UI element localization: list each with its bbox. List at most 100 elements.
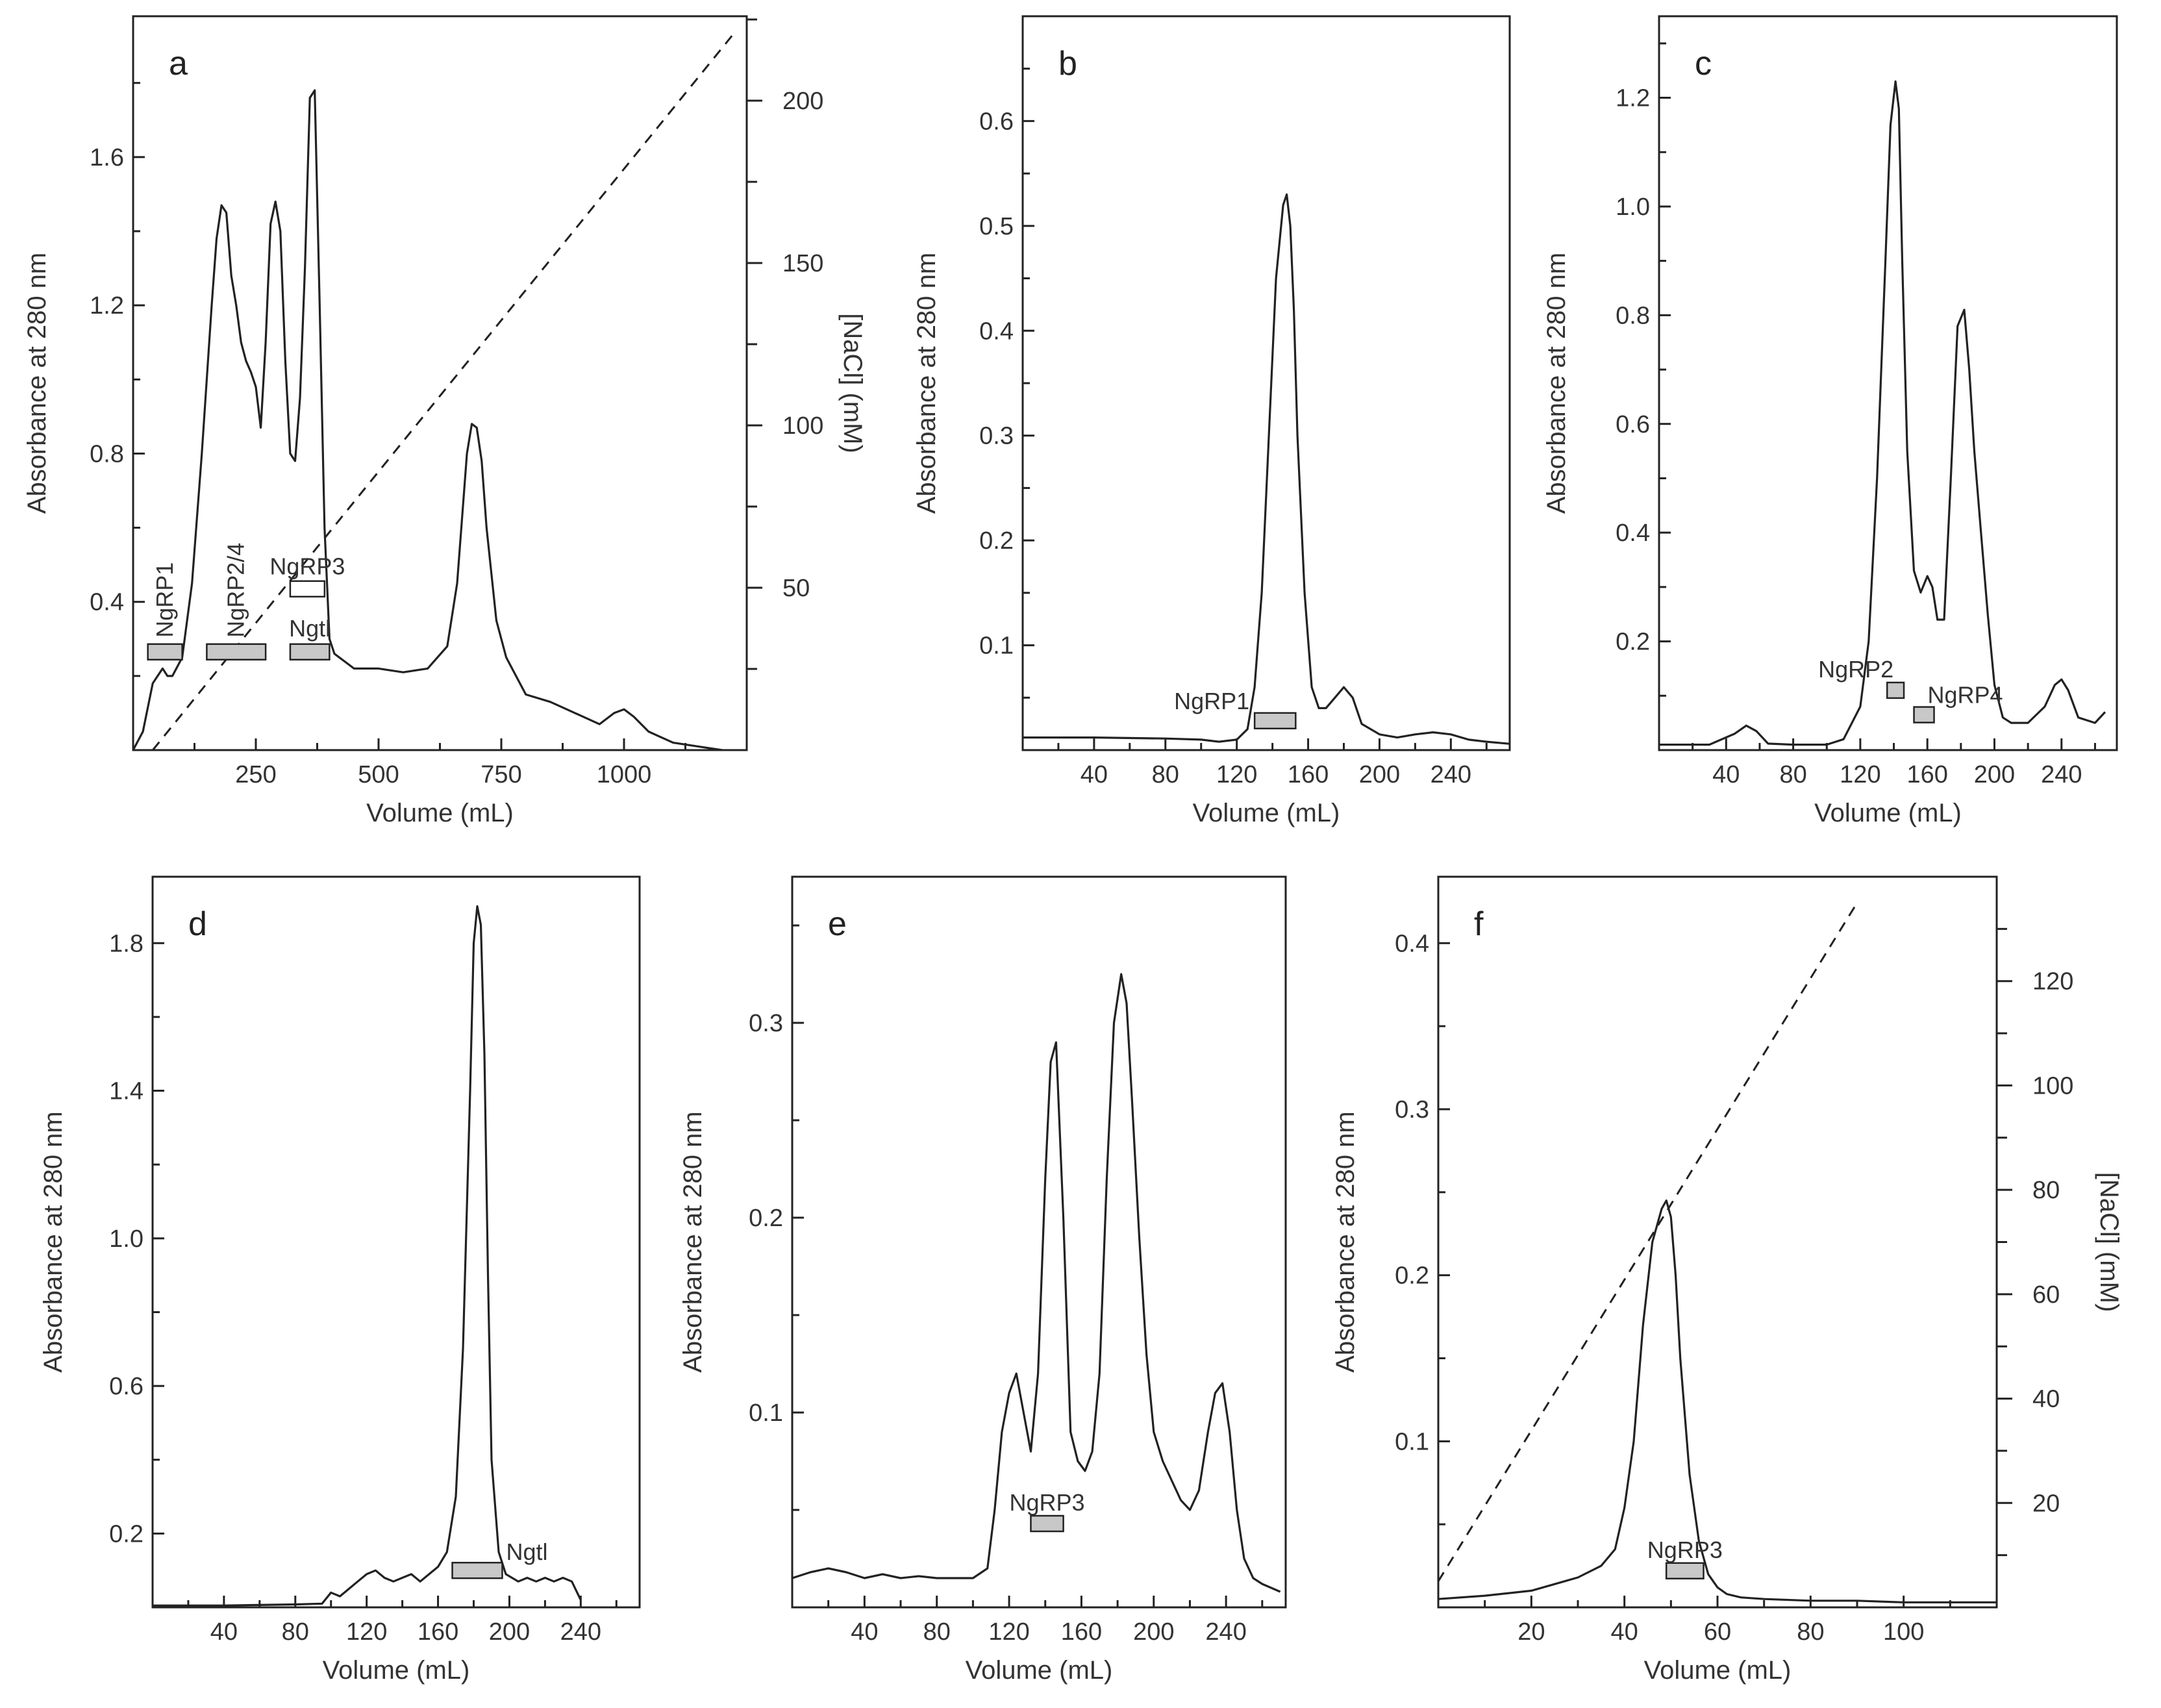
panel-c: c 40 80 120 160 200 240 0.2 0.4 0.6 0.8 1.0 1.2 Volum… <box>1542 15 2118 827</box>
x-tick-label: 200 <box>1359 761 1400 788</box>
x-tick-label: 40 <box>1611 1618 1638 1646</box>
x-tick-label: 80 <box>923 1618 951 1646</box>
fraction-bar <box>1665 1562 1705 1579</box>
x-tick-label: 120 <box>1840 761 1880 788</box>
y-axis-title: Absorbance at 280 nm <box>39 1111 68 1372</box>
fraction-bar <box>451 1561 503 1579</box>
fraction-bar <box>289 643 331 661</box>
y-tick-label: 0.4 <box>979 318 1014 345</box>
fraction-bar <box>147 643 183 661</box>
fraction-bar <box>289 580 326 597</box>
nacl-gradient-line <box>1437 902 1858 1582</box>
panel-a: a 250 500 750 1000 0.4 0.8 1.2 1.6 50 100 150 200 [Na… <box>23 15 867 827</box>
x-tick-label: 80 <box>282 1618 309 1646</box>
y-tick-label: 1.0 <box>109 1225 144 1253</box>
x-tick-label: 80 <box>1779 761 1806 788</box>
x-axis-title: Volume (mL) <box>1193 799 1340 827</box>
y2-tick-label: 150 <box>782 250 823 277</box>
y-tick-label: 0.2 <box>979 527 1014 555</box>
y-tick-label: 0.2 <box>109 1520 144 1548</box>
y-tick-label: 1.8 <box>109 930 144 957</box>
absorbance-trace <box>1659 80 2106 746</box>
plot-frame <box>151 875 641 1609</box>
x-tick-label: 120 <box>988 1618 1029 1646</box>
panel-letter: e <box>828 905 847 943</box>
panel-d: d 40 80 120 160 200 240 0.2 0.6 1.0 1.4 1.8 Volume (… <box>39 875 641 1685</box>
fraction-label: Ngtl <box>506 1538 547 1565</box>
fraction-bar <box>1030 1514 1064 1533</box>
absorbance-trace <box>153 905 582 1607</box>
y-tick-label: 0.1 <box>749 1400 783 1427</box>
x-tick-label: 160 <box>1288 761 1329 788</box>
x-tick-label: 40 <box>1712 761 1740 788</box>
x-tick-label: 40 <box>851 1618 878 1646</box>
fraction-label: Ngtl <box>289 615 331 642</box>
y-tick-label: 1.2 <box>90 292 124 320</box>
x-tick-label: 240 <box>1205 1618 1246 1646</box>
y-tick-label: 1.4 <box>109 1078 144 1105</box>
y-tick-label: 0.3 <box>979 423 1014 450</box>
fraction-label: NgRP3 <box>1647 1537 1723 1563</box>
panel-b: b 40 80 120 160 200 240 0.1 0.2 0.3 0.4 0.5 0.6 Volum… <box>912 15 1511 827</box>
panel-letter: c <box>1695 45 1712 82</box>
x-tick-label: 200 <box>1133 1618 1174 1646</box>
y2-tick-label: 40 <box>2032 1386 2060 1413</box>
fraction-label: NgRP4 <box>1928 682 2003 709</box>
y-tick-label: 0.2 <box>1395 1262 1429 1290</box>
panel-e: e 40 80 120 160 200 240 0.1 0.2 0.3 Volume (mL) Abs… <box>679 875 1287 1685</box>
y-tick-label: 0.3 <box>749 1010 783 1037</box>
y-axis-title: Absorbance at 280 nm <box>679 1111 707 1372</box>
y2-tick-label: 20 <box>2032 1490 2060 1517</box>
y-tick-label: 0.1 <box>1395 1428 1429 1455</box>
x-tick-label: 240 <box>2041 761 2082 788</box>
x-tick-label: 100 <box>1883 1618 1924 1646</box>
x-tick-label: 160 <box>1061 1618 1102 1646</box>
panel-letter: d <box>188 905 207 943</box>
fraction-bar <box>1913 706 1935 723</box>
y-axis-title: Absorbance at 280 nm <box>23 253 51 514</box>
fraction-label: NgRP3 <box>269 553 345 580</box>
x-tick-label: 80 <box>1152 761 1179 788</box>
x-tick-label: 500 <box>358 761 399 788</box>
y-tick-label: 1.2 <box>1616 85 1650 112</box>
absorbance-trace <box>1023 193 1510 745</box>
absorbance-trace <box>792 973 1281 1593</box>
x-tick-label: 750 <box>481 761 521 788</box>
y2-tick-label: 120 <box>2032 968 2073 996</box>
y-tick-label: 0.4 <box>1616 520 1650 547</box>
y2-tick-label: 50 <box>782 575 810 602</box>
y-tick-label: 0.1 <box>979 633 1014 660</box>
x-tick-label: 200 <box>489 1618 530 1646</box>
y-axis-title: Absorbance at 280 nm <box>1331 1111 1360 1372</box>
y-tick-label: 1.6 <box>90 144 124 171</box>
y-axis-title: Absorbance at 280 nm <box>912 253 941 514</box>
panel-letter: a <box>169 45 188 82</box>
plot-frame <box>791 875 1287 1609</box>
fraction-label: NgRP1 <box>151 562 178 638</box>
plot-frame <box>1658 15 2118 751</box>
y2-axis-title: [NaCl] (mM) <box>2095 1172 2123 1312</box>
x-tick-label: 80 <box>1797 1618 1824 1646</box>
fraction-label: NgRP1 <box>1174 688 1249 714</box>
x-tick-label: 200 <box>1974 761 2015 788</box>
y-tick-label: 0.4 <box>1395 930 1429 957</box>
fraction-label: NgRP3 <box>1009 1489 1084 1516</box>
fraction-bar <box>1253 712 1297 730</box>
fraction-label: NgRP2/4 <box>223 543 249 638</box>
x-tick-label: 240 <box>560 1618 601 1646</box>
x-tick-label: 160 <box>1906 761 1947 788</box>
nacl-gradient-line <box>152 35 733 751</box>
x-tick-label: 40 <box>1080 761 1108 788</box>
y2-tick-label: 100 <box>2032 1072 2073 1099</box>
x-axis-title: Volume (mL) <box>966 1656 1113 1685</box>
x-tick-label: 60 <box>1704 1618 1731 1646</box>
x-axis-title: Volume (mL) <box>366 799 514 827</box>
fraction-bar <box>1886 681 1905 699</box>
x-tick-label: 40 <box>210 1618 238 1646</box>
y-tick-label: 0.6 <box>109 1373 144 1400</box>
y-tick-label: 0.8 <box>90 440 124 468</box>
y2-tick-label: 60 <box>2032 1281 2060 1309</box>
panel-f: f 20 40 60 80 100 0.1 0.2 0.3 0.4 20 40 60 80 100 120 [N… <box>1331 875 2123 1685</box>
y-tick-label: 1.0 <box>1616 194 1650 221</box>
